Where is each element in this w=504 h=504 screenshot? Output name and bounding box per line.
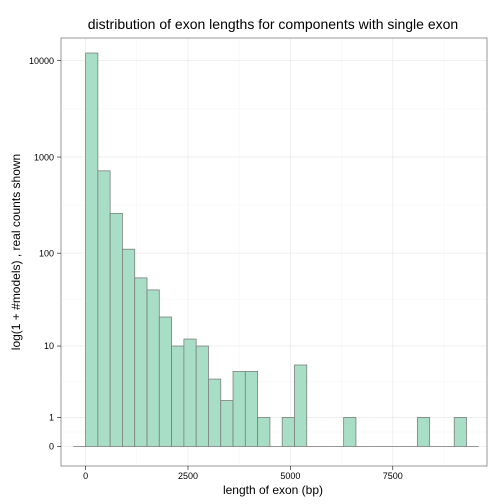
plot-panel-border — [60, 37, 488, 467]
histogram-bar — [416, 417, 431, 447]
histogram-bar — [232, 371, 246, 447]
histogram-bar — [171, 345, 185, 447]
y-tick-label: 1000 — [34, 152, 54, 162]
histogram-bar — [195, 345, 209, 447]
histogram-bar — [109, 212, 123, 447]
y-axis-label: log(1 + #models) , real counts shown — [9, 154, 23, 350]
histogram-bar — [134, 277, 148, 447]
y-tick-label: 0 — [49, 442, 54, 452]
x-axis-label: length of exon (bp) — [223, 483, 323, 497]
x-tick-label: 0 — [83, 471, 88, 481]
x-tick-label: 7500 — [383, 471, 403, 481]
x-tick-label: 2500 — [178, 471, 198, 481]
y-axis-ticks: 0 1 10 100 1000 10000 — [29, 56, 61, 452]
histogram-bar — [281, 417, 295, 447]
histogram-bar — [97, 170, 111, 447]
x-tick-label: 5000 — [280, 471, 300, 481]
chart-title: distribution of exon lengths for compone… — [88, 16, 458, 32]
y-tick-label: 1 — [49, 413, 54, 423]
histogram-bar — [208, 378, 222, 447]
y-tick-label: 10000 — [29, 56, 54, 66]
bars-group — [73, 52, 479, 447]
histogram-bar — [85, 52, 99, 447]
histogram-bar — [146, 289, 160, 447]
histogram-bar — [294, 364, 308, 447]
y-tick-label: 10 — [44, 341, 54, 351]
y-tick-label: 100 — [39, 248, 54, 258]
histogram-bar — [183, 338, 197, 447]
histogram-bar — [220, 400, 234, 447]
histogram-bar — [257, 417, 271, 447]
histogram-bar — [244, 371, 259, 447]
x-axis-ticks: 0 2500 5000 7500 — [83, 466, 403, 481]
histogram-bar — [343, 417, 357, 447]
histogram-bar — [158, 316, 172, 447]
histogram-bar — [122, 248, 136, 447]
histogram-bar — [453, 417, 467, 447]
